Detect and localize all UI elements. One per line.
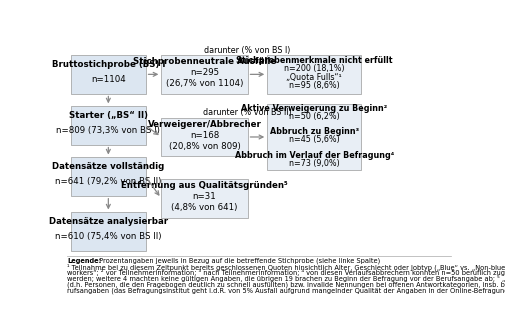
Text: n=31: n=31 — [192, 192, 216, 201]
FancyBboxPatch shape — [71, 55, 145, 94]
Text: n=610 (75,4% von BS II): n=610 (75,4% von BS II) — [55, 232, 161, 241]
FancyBboxPatch shape — [71, 106, 145, 145]
Text: Entfernung aus Qualitätsgründen⁵: Entfernung aus Qualitätsgründen⁵ — [121, 181, 287, 190]
Text: Prozentangaben jeweils in Bezug auf die betreffende Stichprobe (siehe linke Spal: Prozentangaben jeweils in Bezug auf die … — [96, 258, 379, 264]
Text: Aktive Verweigerung zu Beginn²: Aktive Verweigerung zu Beginn² — [240, 104, 387, 113]
Text: n=200 (18,1%): n=200 (18,1%) — [283, 64, 344, 73]
Text: (26,7% von 1104): (26,7% von 1104) — [166, 79, 242, 88]
FancyBboxPatch shape — [71, 212, 145, 251]
Text: Abbruch zu Beginn³: Abbruch zu Beginn³ — [269, 127, 358, 136]
Text: (20,8% von 809): (20,8% von 809) — [168, 142, 240, 151]
Text: werden; weitere 4 machten keine gültigen Angaben, die übrigen 19 brachen zu Begi: werden; weitere 4 machten keine gültigen… — [67, 275, 505, 282]
Text: Legende:: Legende: — [67, 258, 102, 264]
Text: Verweigerer/Abbrecher: Verweigerer/Abbrecher — [147, 120, 261, 129]
Text: Datensätze analysierbar: Datensätze analysierbar — [48, 217, 168, 226]
Text: rufsangaben (das Befragungsinstitut geht i.d.R. von 5% Ausfall aufgrund mangelnd: rufsangaben (das Befragungsinstitut geht… — [67, 287, 505, 293]
Text: n=95 (8,6%): n=95 (8,6%) — [288, 81, 339, 90]
Text: n=168: n=168 — [189, 131, 219, 140]
Text: Bruttostichprobe (BS) I: Bruttostichprobe (BS) I — [52, 60, 165, 69]
Text: darunter (% von BS II): darunter (% von BS II) — [203, 108, 291, 117]
FancyBboxPatch shape — [161, 55, 247, 94]
Text: (d.h. Personen, die den Fragebogen deutlich zu schnell ausfüllten) bzw. invalide: (d.h. Personen, die den Fragebogen deutl… — [67, 281, 505, 288]
Text: n=50 (6,2%): n=50 (6,2%) — [288, 112, 339, 121]
Text: Abbruch im Verlauf der Befragung⁴: Abbruch im Verlauf der Befragung⁴ — [234, 151, 393, 160]
FancyBboxPatch shape — [161, 118, 247, 156]
Text: n=1104: n=1104 — [91, 75, 125, 84]
Text: Stichprobenmerkmale nicht erfüllt: Stichprobenmerkmale nicht erfüllt — [235, 56, 392, 65]
Text: Stichprobenneutrale Ausfälle: Stichprobenneutrale Ausfälle — [132, 57, 276, 66]
Text: workers“; ² vor Teilnehmerinformation; ³ nach Teilnehmerinformation; ⁴ von diese: workers“; ² vor Teilnehmerinformation; ³… — [67, 269, 505, 277]
Text: (4,8% von 641): (4,8% von 641) — [171, 203, 237, 212]
Text: darunter (% von BS I): darunter (% von BS I) — [204, 46, 290, 55]
Text: n=73 (9,0%): n=73 (9,0%) — [288, 159, 339, 168]
Text: n=641 (79,2% von BS II): n=641 (79,2% von BS II) — [55, 178, 161, 187]
FancyBboxPatch shape — [267, 55, 361, 94]
Text: n=295: n=295 — [189, 68, 219, 77]
Text: Starter („BS“ II): Starter („BS“ II) — [69, 111, 147, 120]
Text: „Quota Fulls“¹: „Quota Fulls“¹ — [286, 73, 341, 82]
Text: ¹ Teilnahme bei zu diesem Zeitpunkt bereits geschlossenen Quoten hinsichtlich Al: ¹ Teilnahme bei zu diesem Zeitpunkt bere… — [67, 264, 505, 271]
Text: n=45 (5,6%): n=45 (5,6%) — [288, 135, 339, 144]
Text: n=809 (73,3% von BS I): n=809 (73,3% von BS I) — [56, 126, 160, 135]
FancyBboxPatch shape — [161, 179, 247, 217]
Text: Datensätze vollständig: Datensätze vollständig — [52, 162, 164, 171]
FancyBboxPatch shape — [267, 104, 361, 170]
FancyBboxPatch shape — [71, 157, 145, 196]
